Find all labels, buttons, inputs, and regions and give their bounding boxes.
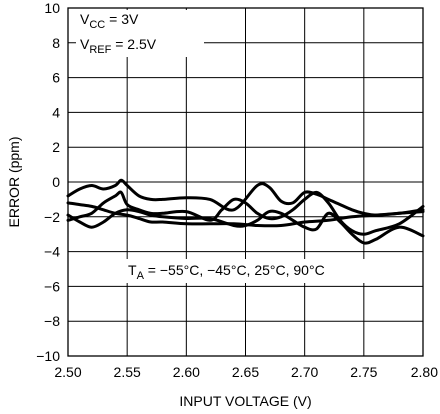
y-tick-label: −2 — [44, 209, 60, 225]
y-tick-label: 6 — [52, 70, 60, 86]
y-tick-label: 2 — [52, 139, 60, 155]
x-tick-label: 2.55 — [114, 364, 141, 380]
x-tick-label: 2.50 — [54, 364, 81, 380]
y-tick-label: −4 — [44, 244, 60, 260]
y-tick-label: −8 — [44, 313, 60, 329]
x-tick-label: 2.80 — [411, 364, 438, 380]
temperature-label-background — [124, 259, 366, 283]
error-curve-4 — [66, 201, 425, 228]
y-tick-label: 0 — [52, 174, 60, 190]
x-tick-label: 2.65 — [232, 364, 259, 380]
y-tick-label: 10 — [44, 0, 60, 16]
y-axis-label: ERROR (ppm) — [6, 136, 22, 227]
x-tick-label: 2.75 — [350, 364, 377, 380]
y-tick-label: 4 — [52, 104, 60, 120]
y-tick-label: −6 — [44, 278, 60, 294]
plot-frame — [67, 7, 424, 357]
data-curves — [66, 178, 425, 245]
y-tick-label: −10 — [36, 348, 60, 364]
condition-label-background — [76, 10, 204, 57]
x-tick-label: 2.60 — [173, 364, 200, 380]
x-tick-labels: 2.50 2.55 2.60 2.65 2.70 2.75 2.80 — [54, 364, 438, 380]
temperature-label: TA = −55°C, −45°C, 25°C, 90°C — [128, 262, 325, 282]
vcc-condition-label: VCC = 3V — [80, 11, 139, 31]
y-tick-labels: 10 8 6 4 2 0 −2 −4 −6 −8 −10 — [36, 0, 60, 364]
x-tick-label: 2.70 — [291, 364, 318, 380]
annotations: VCC = 3V VREF = 2.5V TA = −55°C, −45°C, 25… — [80, 11, 325, 282]
vref-condition-label: VREF = 2.5V — [80, 36, 157, 56]
x-axis-label: INPUT VOLTAGE (V) — [179, 393, 311, 409]
error-curve-1 — [66, 178, 425, 217]
y-tick-label: 8 — [52, 35, 60, 51]
grid-lines — [68, 8, 423, 356]
